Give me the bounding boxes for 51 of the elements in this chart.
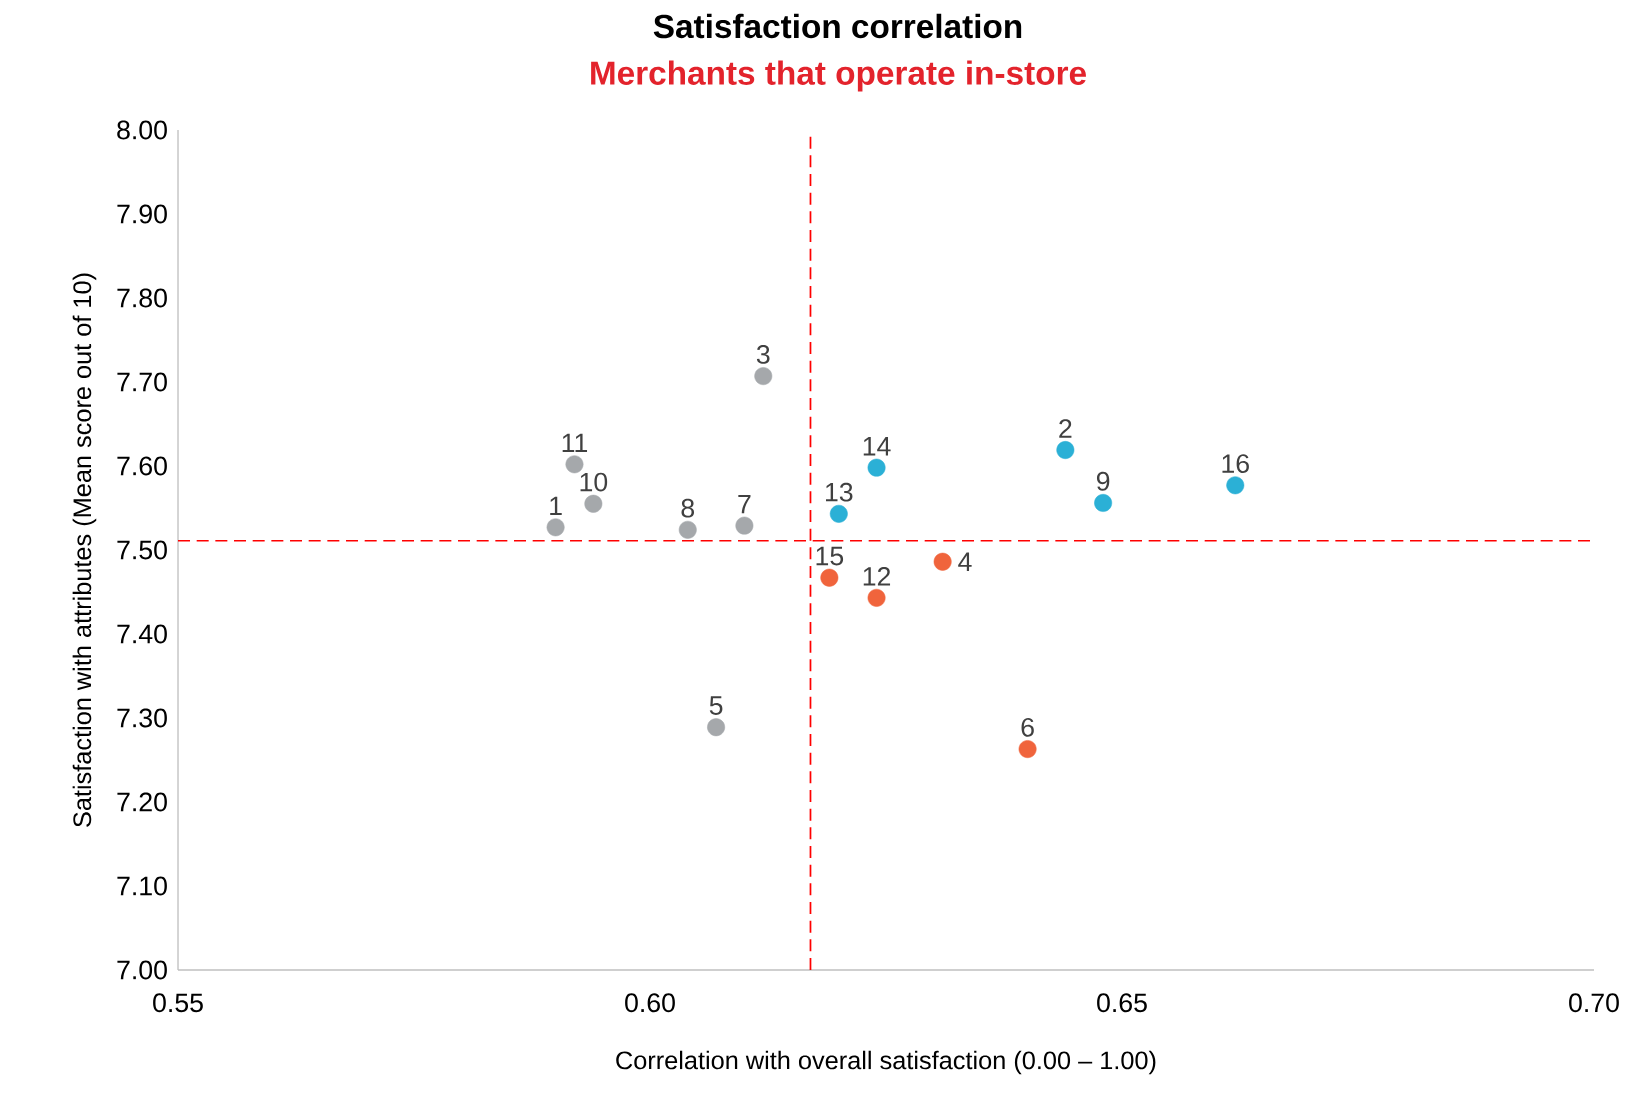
y-tick-label: 7.80: [117, 288, 167, 308]
x-tick-label: 0.65: [1097, 993, 1147, 1013]
annotation: 4: [958, 552, 972, 571]
point: [565, 455, 584, 474]
annotation: 10: [580, 472, 608, 492]
annotation: 5: [709, 696, 723, 715]
annotation: 13: [826, 482, 853, 502]
point: [754, 367, 773, 386]
annotation: 6: [1021, 717, 1034, 737]
point: [735, 516, 754, 535]
chart-subtitle: Merchants that operate in-store: [591, 60, 1086, 92]
chart-title: Satisfaction correlation: [653, 13, 1022, 39]
point: [820, 568, 839, 587]
point: [867, 588, 886, 607]
x-tick-label: 0.70: [1569, 993, 1619, 1013]
point: [829, 504, 848, 523]
y-tick-label: 7.40: [117, 624, 167, 644]
point: [1056, 441, 1075, 459]
annotation: 8: [681, 498, 695, 518]
x-tick-label: 0.60: [625, 993, 675, 1013]
point: [1226, 476, 1245, 495]
point: [678, 520, 697, 539]
annotation: 16: [1222, 454, 1249, 474]
y-tick-label: 7.30: [117, 708, 167, 728]
x-tick-label: 0.55: [153, 993, 203, 1013]
y-tick-label: 7.90: [117, 204, 167, 224]
annotation: 14: [863, 437, 891, 456]
point: [1018, 740, 1037, 758]
annotation: 3: [756, 344, 770, 364]
annotation: 9: [1096, 471, 1110, 491]
y-tick-label: 7.60: [117, 456, 167, 476]
y-tick-label: 8.00: [117, 120, 167, 140]
point: [933, 552, 952, 571]
annotation: 11: [562, 433, 588, 453]
point: [584, 494, 603, 513]
point: [546, 518, 565, 537]
y-tick-label: 7.50: [117, 540, 167, 560]
point: [867, 458, 886, 477]
annotation: 1: [550, 496, 562, 516]
annotation: 7: [738, 495, 751, 514]
y-tick-label: 7.20: [117, 792, 167, 812]
point: [1094, 494, 1113, 512]
y-tick-label: 7.10: [117, 876, 167, 896]
y-axis-title: Satisfaction with attributes (Mean score out of 10): [72, 273, 97, 827]
annotation: 15: [816, 546, 844, 566]
annotation: 12: [863, 566, 891, 586]
x-axis-title: Correlation with overall satisfaction (0.00 – 1.00): [616, 1050, 1156, 1075]
y-tick-label: 7.00: [117, 960, 167, 980]
point: [707, 718, 726, 737]
annotation: 2: [1059, 419, 1072, 438]
y-tick-label: 7.70: [117, 372, 167, 392]
